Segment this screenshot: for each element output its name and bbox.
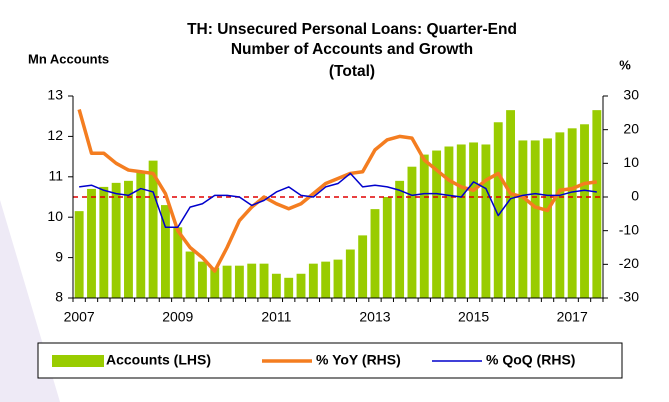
bar	[210, 267, 220, 298]
bar	[555, 132, 565, 298]
y2-tick-label: -30	[619, 289, 639, 305]
y2-tick-label: 10	[623, 154, 639, 170]
y-tick-label: 13	[47, 87, 63, 103]
bar	[543, 138, 552, 298]
chart-title: (Total)	[329, 63, 375, 80]
legend-swatch	[52, 355, 104, 367]
bar	[197, 261, 207, 298]
bar	[370, 209, 380, 298]
bar	[382, 197, 392, 298]
bar	[333, 259, 343, 298]
bar	[308, 263, 318, 298]
bar	[74, 211, 84, 298]
bar	[234, 265, 244, 298]
y-tick-label: 9	[55, 248, 63, 264]
bar	[185, 251, 195, 298]
bar	[506, 110, 515, 298]
x-tick-label: 2007	[64, 309, 95, 325]
legend-label: % QoQ (RHS)	[486, 352, 575, 368]
x-tick-label: 2015	[458, 309, 489, 325]
bar	[345, 249, 355, 298]
bar	[567, 128, 577, 298]
bar	[148, 160, 158, 298]
bar	[592, 110, 602, 298]
line-series	[79, 172, 597, 229]
bar	[395, 180, 405, 298]
bar	[518, 140, 528, 298]
bar	[407, 166, 417, 298]
bar	[419, 154, 429, 298]
y-tick-label: 10	[47, 208, 63, 224]
y2-tick-label: -20	[619, 255, 639, 271]
chart-title: Number of Accounts and Growth	[231, 41, 473, 58]
legend-label: % YoY (RHS)	[316, 352, 401, 368]
bar	[173, 227, 183, 298]
bar	[296, 273, 306, 298]
line-series	[77, 108, 598, 273]
bar	[111, 182, 121, 298]
bar	[493, 122, 503, 298]
bar	[530, 140, 540, 298]
bar	[99, 186, 109, 298]
y2-tick-label: 20	[623, 120, 639, 136]
bar	[432, 150, 442, 298]
y2-axis-label: %	[619, 57, 631, 72]
x-tick-label: 2013	[359, 309, 390, 325]
y-tick-label: 11	[48, 168, 63, 184]
legend-label: Accounts (LHS)	[106, 352, 211, 368]
y2-tick-label: -10	[619, 221, 639, 237]
chart-title: TH: Unsecured Personal Loans: Quarter-En…	[187, 21, 517, 38]
x-tick-label: 2011	[261, 309, 291, 325]
bar	[124, 180, 133, 298]
bar	[259, 263, 269, 298]
y2-tick-label: 0	[631, 188, 639, 204]
bar	[161, 205, 170, 298]
bar	[469, 142, 479, 298]
bar	[580, 124, 589, 298]
x-tick-label: 2017	[557, 309, 588, 325]
bar	[284, 277, 294, 298]
y-tick-label: 12	[47, 127, 63, 143]
y-tick-label: 8	[55, 289, 63, 305]
bar	[222, 265, 232, 298]
bar	[247, 263, 257, 298]
y-axis-label: Mn Accounts	[28, 51, 109, 66]
legend-box	[37, 342, 623, 379]
y2-tick-label: 30	[623, 87, 639, 103]
bar	[456, 144, 466, 298]
bar	[321, 261, 331, 298]
bar	[358, 235, 368, 298]
bar	[87, 188, 96, 298]
bar	[481, 144, 491, 298]
bar	[271, 273, 281, 298]
bar	[444, 146, 454, 298]
bar	[136, 172, 146, 298]
x-tick-label: 2009	[162, 309, 193, 325]
